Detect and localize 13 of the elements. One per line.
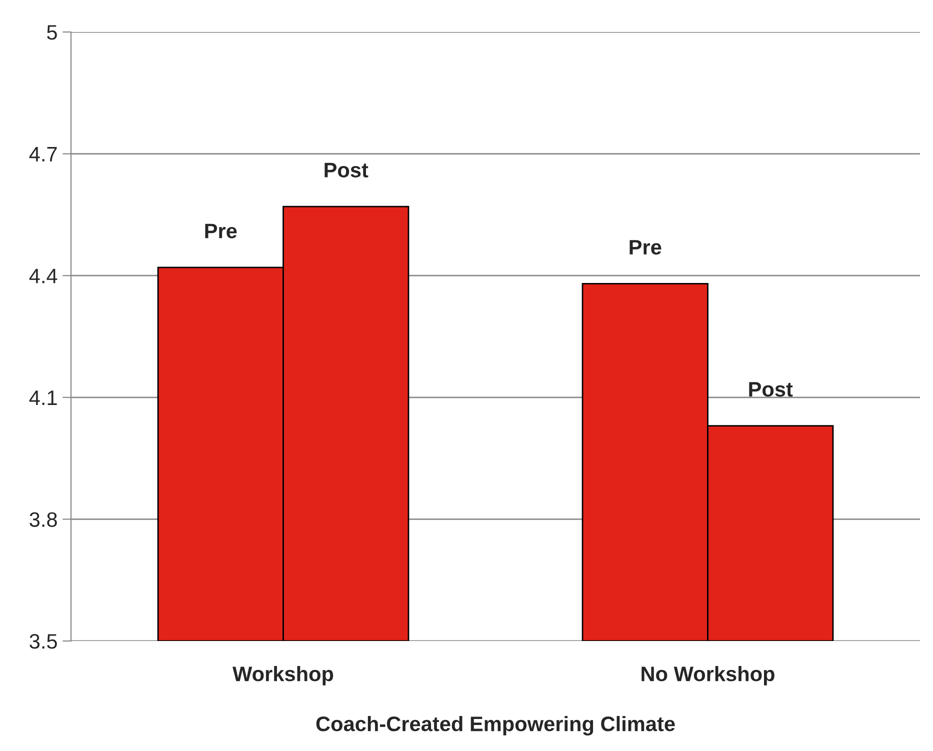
y-tick-label: 4.1 bbox=[29, 390, 57, 405]
y-tick-label: 5 bbox=[47, 25, 57, 40]
y-tick-label: 3.5 bbox=[30, 634, 57, 649]
text: Pre bbox=[630, 240, 662, 255]
series-label: Pre bbox=[205, 224, 237, 238]
y-tick-label: 3.8 bbox=[30, 512, 57, 527]
text: Post bbox=[749, 382, 793, 397]
y-tick-label: 4.7 bbox=[29, 147, 57, 162]
x-axis-title: Coach-Created Empowering Climate bbox=[316, 716, 675, 736]
y-tick-label: 4.4 bbox=[29, 268, 58, 284]
x-tick-label: No Workshop bbox=[642, 666, 774, 686]
x-tick-label: Workshop bbox=[232, 666, 334, 686]
series-label: Post bbox=[324, 162, 368, 178]
